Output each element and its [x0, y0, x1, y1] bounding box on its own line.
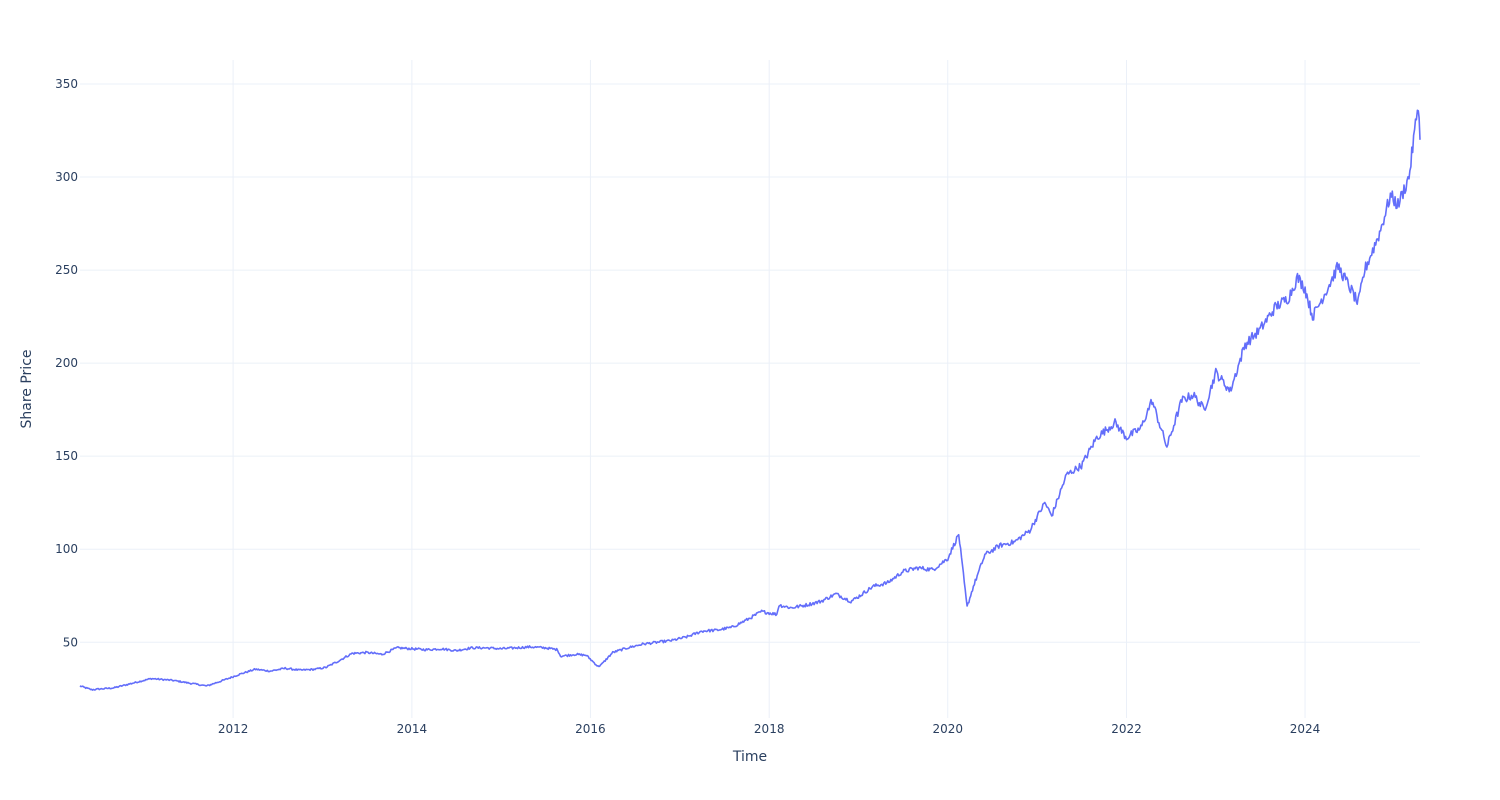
plot-area [79, 109, 1421, 691]
y-axis-title: Share Price [19, 349, 35, 428]
series-line [79, 109, 1421, 691]
x-axis-title: Time [732, 749, 767, 765]
y-tick-label: 250 [55, 263, 78, 277]
y-tick-label: 200 [55, 356, 78, 370]
x-axis: 2012 2014 2016 2018 2020 2022 2024 [218, 722, 1320, 736]
x-tick-label: 2012 [218, 722, 249, 736]
x-tick-label: 2020 [932, 722, 963, 736]
x-tick-label: 2018 [754, 722, 785, 736]
x-tick-label: 2024 [1290, 722, 1321, 736]
y-tick-label: 100 [55, 542, 78, 556]
grid [80, 60, 1420, 718]
x-tick-label: 2016 [575, 722, 606, 736]
y-tick-label: 50 [63, 635, 78, 649]
y-tick-label: 350 [55, 77, 78, 91]
x-tick-label: 2022 [1111, 722, 1142, 736]
y-tick-label: 300 [55, 170, 78, 184]
y-tick-label: 150 [55, 449, 78, 463]
y-axis: 50 100 150 200 250 300 350 [55, 77, 78, 649]
x-tick-label: 2014 [397, 722, 428, 736]
